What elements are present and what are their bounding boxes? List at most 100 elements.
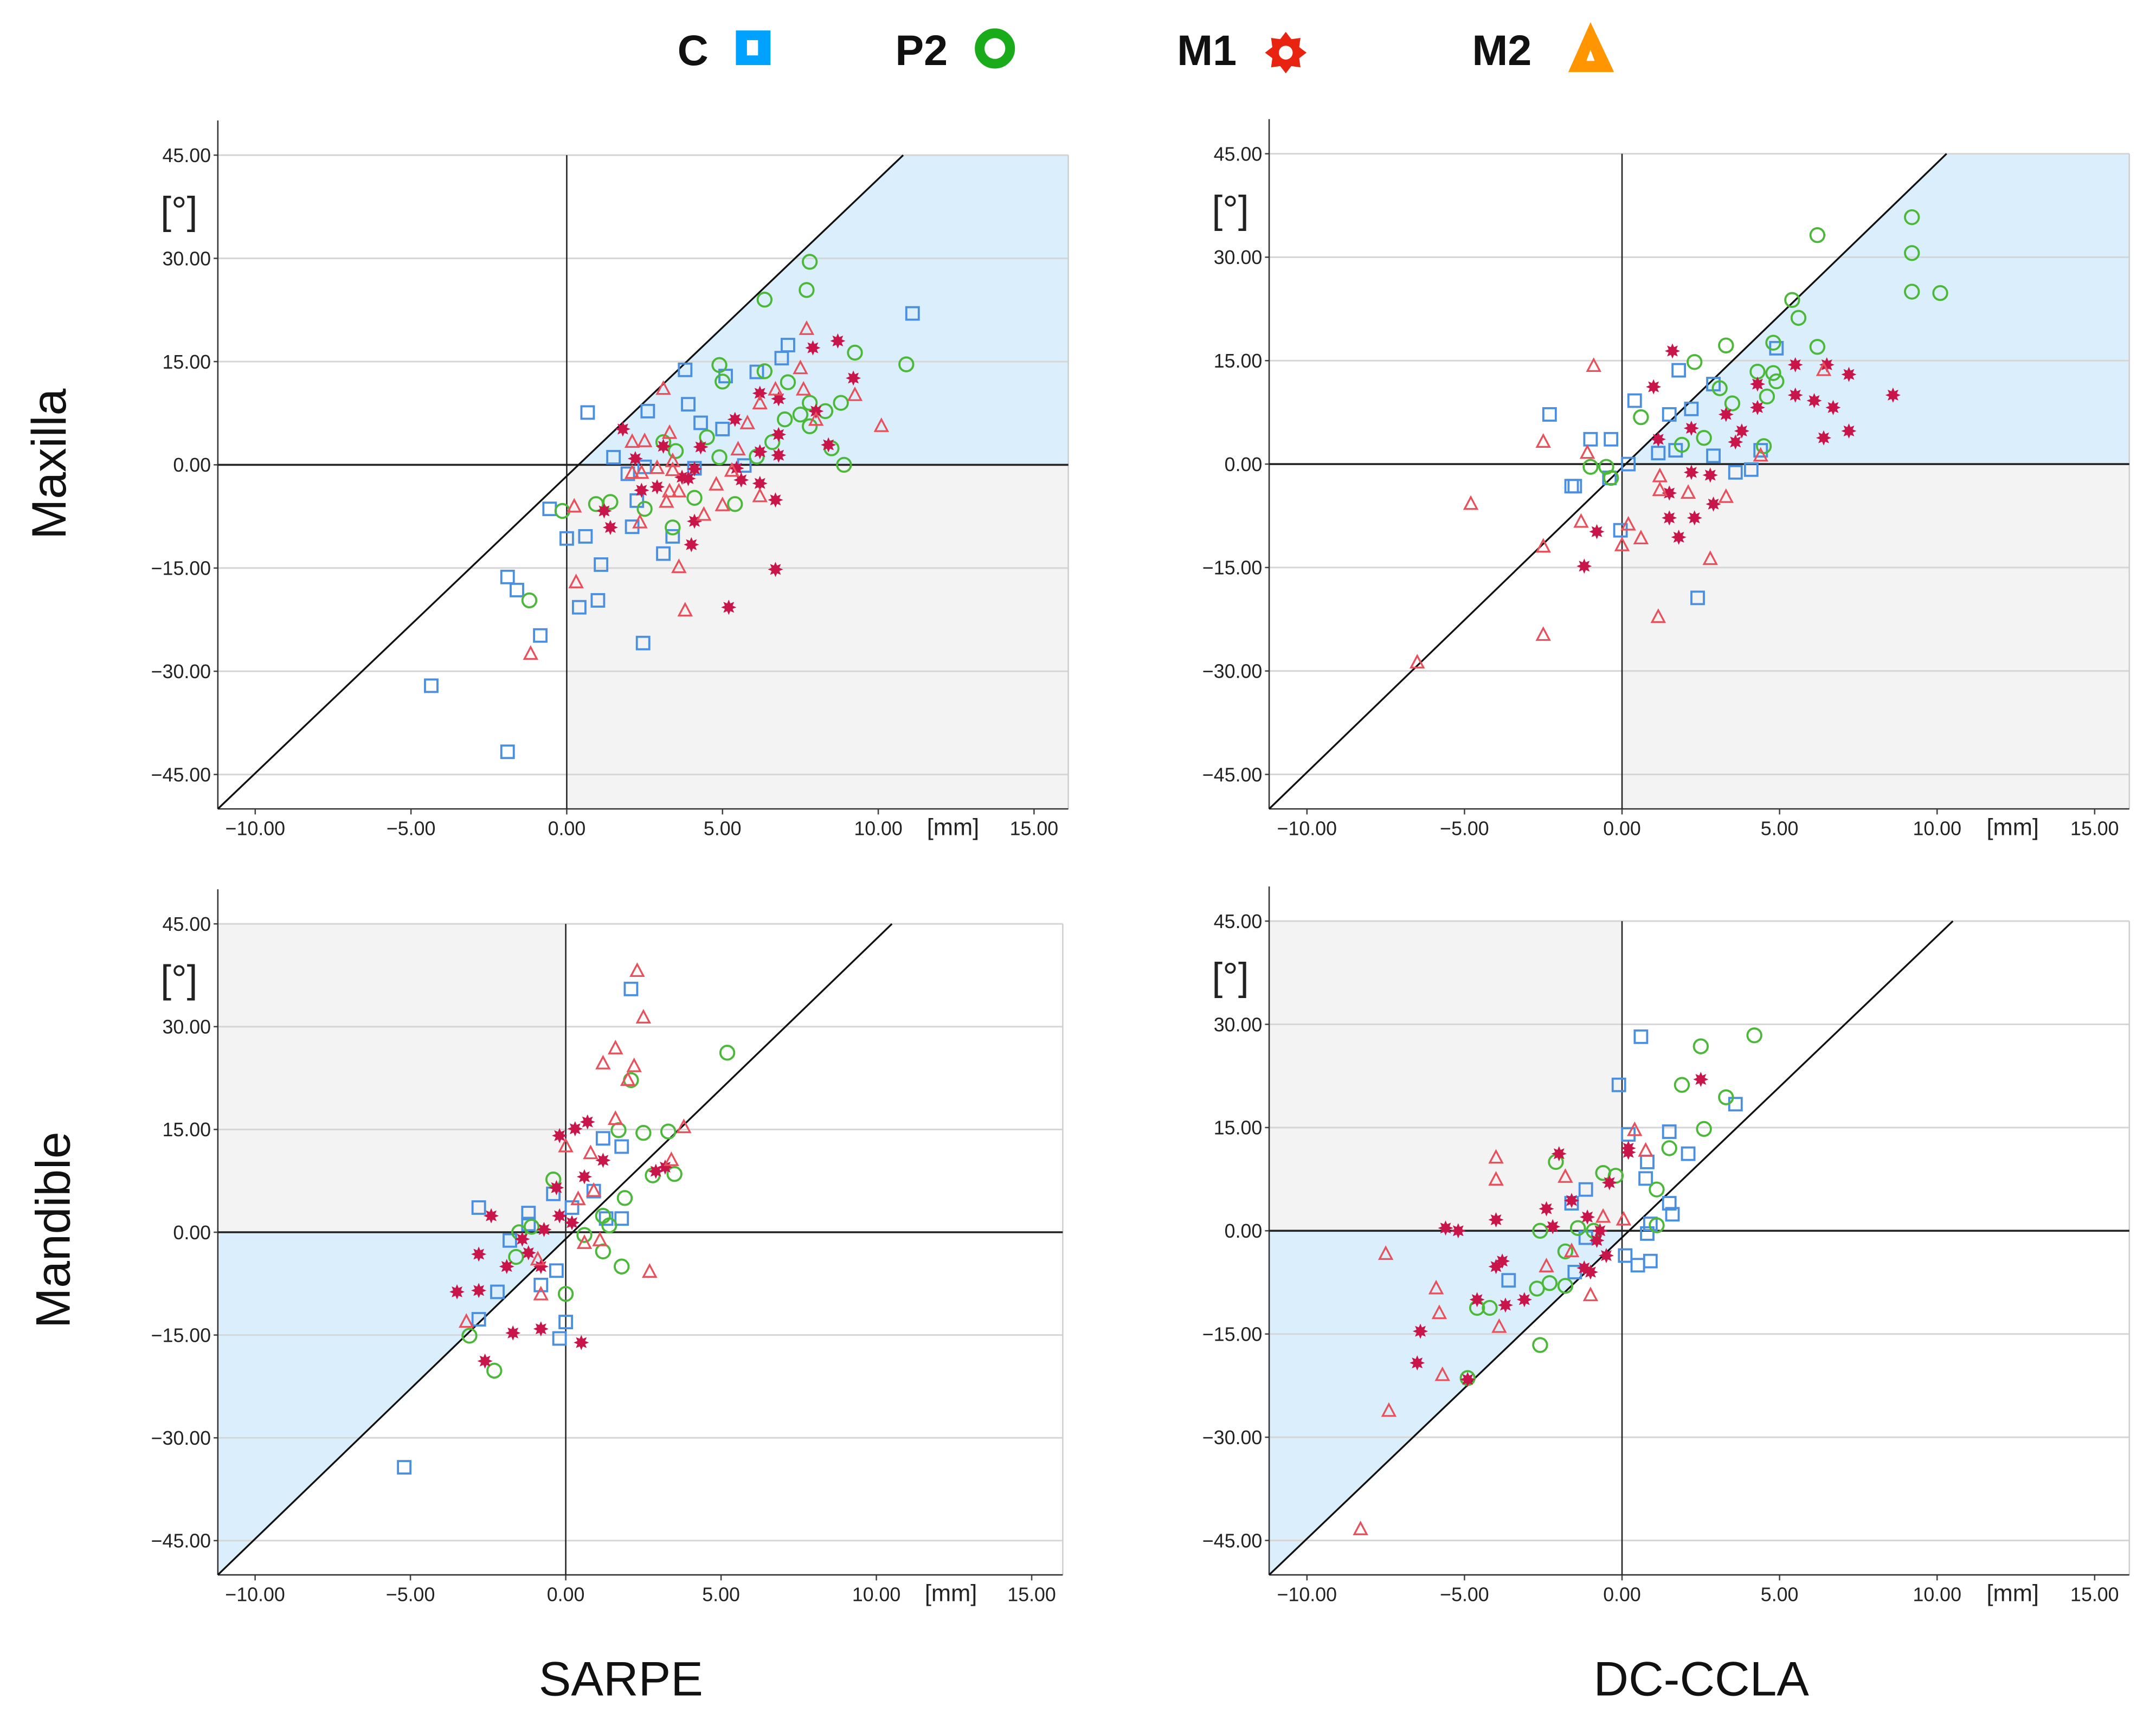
point-m1 bbox=[552, 1208, 568, 1224]
x-tick-label: −10.00 bbox=[225, 1584, 285, 1606]
point-m1 bbox=[1438, 1220, 1453, 1236]
y-tick-label: 0.00 bbox=[1225, 1220, 1263, 1242]
column-label-sarpe: SARPE bbox=[539, 1651, 703, 1705]
point-m1 bbox=[1488, 1212, 1504, 1228]
point-c bbox=[1662, 1124, 1677, 1139]
point-m1 bbox=[602, 519, 618, 535]
point-m2 bbox=[1638, 1142, 1653, 1157]
reference-diagonal-line bbox=[217, 923, 893, 1576]
point-m2 bbox=[1535, 433, 1551, 448]
point-m2 bbox=[568, 574, 584, 589]
point-c bbox=[1627, 393, 1642, 408]
shaded-region-blue bbox=[578, 155, 1069, 465]
point-m1 bbox=[657, 1159, 673, 1175]
point-m2 bbox=[677, 602, 693, 617]
point-c bbox=[1684, 401, 1699, 416]
point-m1 bbox=[771, 447, 787, 463]
point-c bbox=[552, 1331, 567, 1346]
point-m1 bbox=[1650, 432, 1666, 447]
series-p2 bbox=[1582, 209, 1948, 486]
point-m1 bbox=[596, 503, 612, 519]
point-m2 bbox=[583, 1144, 598, 1160]
point-p2 bbox=[635, 1125, 652, 1141]
y-tick-label: 15.00 bbox=[163, 1119, 211, 1141]
point-c bbox=[1640, 1226, 1655, 1241]
y-tick-label: −45.00 bbox=[1202, 764, 1262, 786]
point-p2 bbox=[799, 282, 815, 298]
point-m2 bbox=[799, 320, 815, 335]
point-m2 bbox=[632, 513, 648, 529]
y-tick-label: −15.00 bbox=[1202, 557, 1262, 579]
point-p2 bbox=[523, 1219, 540, 1235]
point-c bbox=[635, 635, 651, 651]
point-m2 bbox=[1595, 1208, 1611, 1223]
point-c bbox=[1611, 1077, 1626, 1092]
point-m1 bbox=[721, 600, 737, 615]
point-m1 bbox=[580, 1114, 595, 1130]
point-m1 bbox=[1589, 524, 1605, 539]
y-tick-label: 0.00 bbox=[1225, 454, 1263, 475]
point-m1 bbox=[1683, 465, 1699, 480]
point-m1 bbox=[1563, 1193, 1580, 1208]
series-c bbox=[397, 981, 639, 1475]
point-c bbox=[1665, 1207, 1680, 1222]
point-c bbox=[503, 1233, 517, 1248]
y-tick-label: 45.00 bbox=[1214, 143, 1263, 165]
point-m2 bbox=[1491, 1318, 1507, 1333]
y-tick-label: 45.00 bbox=[163, 145, 211, 166]
point-p2 bbox=[711, 357, 728, 374]
point-p2 bbox=[715, 374, 731, 390]
point-c bbox=[1638, 1171, 1653, 1186]
point-m1 bbox=[1576, 1260, 1592, 1276]
point-p2 bbox=[847, 344, 863, 361]
series-p2 bbox=[1459, 1027, 1762, 1386]
point-c bbox=[1621, 456, 1636, 472]
point-p2 bbox=[1557, 1278, 1574, 1294]
point-c bbox=[1578, 1182, 1593, 1197]
point-c bbox=[533, 1277, 549, 1292]
point-m1 bbox=[1806, 392, 1822, 409]
point-m2 bbox=[1680, 484, 1696, 499]
point-p2 bbox=[1482, 1299, 1498, 1316]
x-tick-label: −5.00 bbox=[386, 1584, 435, 1606]
point-p2 bbox=[1649, 1217, 1665, 1233]
y-tick-label: 30.00 bbox=[163, 248, 211, 269]
point-p2 bbox=[665, 519, 681, 536]
point-p2 bbox=[1532, 1337, 1548, 1353]
legend-gear-icon bbox=[1265, 31, 1307, 74]
x-tick-label: 5.00 bbox=[1761, 1584, 1799, 1606]
y-tick-label: −45.00 bbox=[151, 764, 211, 786]
point-m2 bbox=[620, 1071, 636, 1086]
point-m2 bbox=[671, 482, 687, 498]
point-m1 bbox=[693, 439, 709, 455]
y-tick-label: 15.00 bbox=[163, 351, 211, 373]
point-c bbox=[1681, 1146, 1696, 1161]
point-m2 bbox=[626, 1057, 642, 1072]
point-m2 bbox=[558, 1137, 574, 1153]
point-p2 bbox=[660, 1123, 677, 1140]
legend-label-p2: P2 bbox=[895, 26, 948, 74]
point-c bbox=[678, 362, 693, 377]
point-m2 bbox=[1434, 1366, 1451, 1381]
series-p2 bbox=[461, 1045, 736, 1379]
point-c bbox=[580, 405, 595, 420]
point-c bbox=[542, 501, 557, 517]
point-p2 bbox=[666, 1166, 683, 1182]
point-m1 bbox=[846, 370, 861, 386]
point-c bbox=[1583, 432, 1598, 447]
y-tick-label: −30.00 bbox=[151, 1427, 211, 1449]
point-m1 bbox=[1664, 343, 1681, 359]
point-m1 bbox=[768, 562, 783, 577]
point-m1 bbox=[1580, 1209, 1595, 1225]
point-p2 bbox=[667, 443, 684, 459]
legend-square-icon bbox=[736, 30, 771, 66]
y-tick-label: −15.00 bbox=[1202, 1324, 1262, 1346]
point-m2 bbox=[592, 1231, 608, 1246]
point-c bbox=[781, 338, 795, 352]
point-m1 bbox=[1589, 1233, 1605, 1248]
point-p2 bbox=[521, 592, 538, 609]
x-tick-label: −10.00 bbox=[226, 818, 285, 840]
point-m2 bbox=[1616, 1211, 1632, 1226]
point-m1 bbox=[1702, 467, 1718, 483]
point-p2 bbox=[1696, 1121, 1712, 1137]
